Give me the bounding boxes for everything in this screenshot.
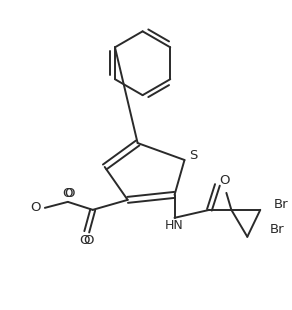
Text: O: O <box>65 187 75 200</box>
Text: O: O <box>62 187 73 200</box>
Text: Br: Br <box>269 223 284 236</box>
Text: O: O <box>219 175 230 188</box>
Text: O: O <box>31 202 41 214</box>
Text: O: O <box>79 234 90 247</box>
Text: S: S <box>189 149 198 162</box>
Text: HN: HN <box>165 219 184 232</box>
Text: O: O <box>84 234 94 247</box>
Text: Br: Br <box>274 198 289 211</box>
